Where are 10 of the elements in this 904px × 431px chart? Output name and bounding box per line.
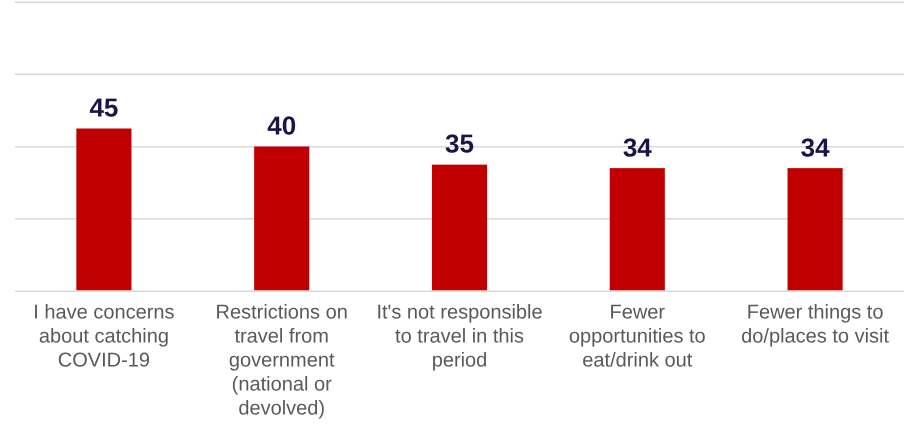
- data-label: 45: [89, 92, 118, 123]
- x-tick-label: Fewer opportunities to eat/drink out: [568, 302, 706, 372]
- data-label: 34: [800, 132, 830, 162]
- data-label: 40: [267, 110, 296, 141]
- x-tick-label: It's not responsible to travel in this period: [376, 302, 543, 372]
- x-tick-label: Restrictions on travel from government (national or devolved): [216, 302, 348, 420]
- data-label: 34: [622, 132, 652, 162]
- data-label: 35: [445, 128, 474, 159]
- x-tick-label: Fewer things to do/places to visit: [741, 302, 890, 348]
- x-tick-label: I have concerns about catching COVID-19: [33, 302, 174, 372]
